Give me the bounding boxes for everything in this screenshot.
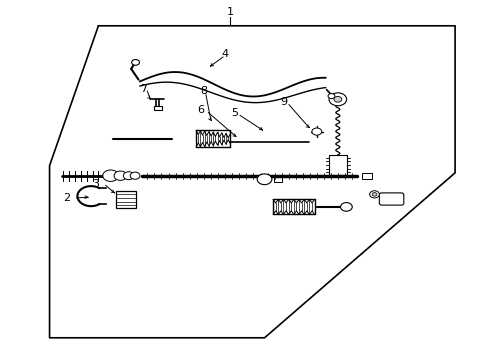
Circle shape: [329, 93, 346, 106]
Text: 5: 5: [231, 108, 238, 118]
Bar: [362, 173, 372, 179]
Text: 3: 3: [93, 179, 99, 189]
Text: 6: 6: [197, 105, 204, 115]
Circle shape: [372, 193, 377, 196]
Bar: [274, 176, 282, 182]
Circle shape: [132, 59, 140, 65]
Circle shape: [257, 174, 272, 185]
Text: 8: 8: [200, 86, 207, 96]
Text: 9: 9: [281, 97, 288, 107]
Circle shape: [130, 172, 140, 179]
Bar: [329, 155, 346, 175]
Text: 7: 7: [140, 84, 147, 94]
Circle shape: [312, 128, 322, 135]
Bar: [154, 106, 162, 110]
Circle shape: [334, 96, 342, 102]
Circle shape: [103, 170, 119, 181]
Circle shape: [328, 94, 335, 99]
Text: 1: 1: [227, 7, 234, 17]
Text: 4: 4: [222, 49, 229, 59]
Circle shape: [341, 203, 352, 211]
Circle shape: [369, 191, 379, 198]
Circle shape: [114, 171, 127, 180]
Text: 2: 2: [63, 193, 70, 203]
Bar: [116, 191, 136, 208]
FancyBboxPatch shape: [379, 193, 404, 205]
Circle shape: [123, 172, 134, 180]
